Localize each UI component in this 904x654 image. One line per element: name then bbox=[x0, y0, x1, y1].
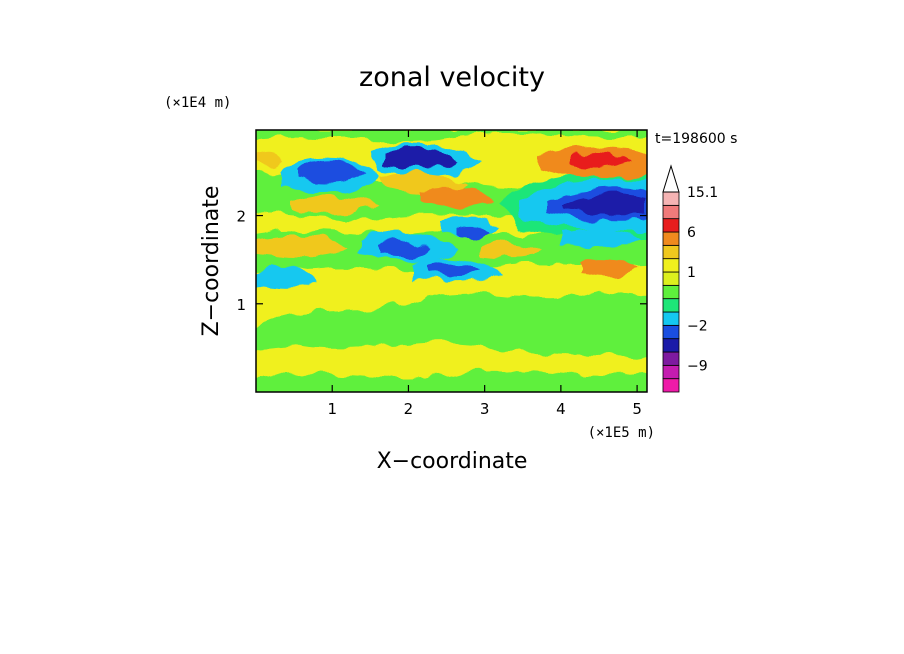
field-region bbox=[256, 152, 285, 166]
field-region bbox=[420, 186, 495, 209]
chart-title: zonal velocity bbox=[359, 62, 545, 93]
x-tick-label: 5 bbox=[632, 400, 642, 418]
colorbar-swatch bbox=[662, 338, 680, 353]
y-scale-label: (×1E4 m) bbox=[164, 95, 231, 111]
colorbar-swatch bbox=[662, 218, 680, 233]
colorbar-swatch bbox=[662, 311, 680, 326]
y-tick-label: 2 bbox=[236, 208, 246, 226]
velocity-field bbox=[256, 130, 647, 392]
colorbar-swatch bbox=[662, 324, 680, 340]
field-region bbox=[256, 130, 647, 142]
x-tick-label: 2 bbox=[404, 400, 414, 418]
colorbar-label: 15.1 bbox=[687, 185, 718, 201]
colorbar-label: −9 bbox=[687, 358, 708, 374]
x-axis-label: X−coordinate bbox=[377, 449, 528, 474]
y-axis: 12 bbox=[236, 208, 647, 314]
colorbar-extend-arrow bbox=[662, 164, 680, 193]
field-region bbox=[560, 228, 640, 247]
x-tick-label: 1 bbox=[327, 400, 337, 418]
colorbar-swatch bbox=[662, 244, 680, 260]
colorbar-swatch bbox=[662, 258, 680, 273]
colorbar-swatch bbox=[662, 364, 680, 380]
colorbar-swatch bbox=[662, 378, 680, 393]
x-axis: 1 2 3 4 5 bbox=[327, 130, 642, 418]
field-region bbox=[256, 369, 647, 392]
colorbar-label: 6 bbox=[687, 225, 696, 241]
colorbar-swatch bbox=[662, 351, 680, 366]
field-region bbox=[290, 195, 380, 214]
y-axis-label: Z−coordinate bbox=[199, 186, 224, 337]
colorbar-swatch bbox=[662, 298, 680, 313]
field-region bbox=[256, 235, 350, 257]
plot-frame bbox=[255, 129, 648, 393]
field-region bbox=[256, 290, 647, 359]
colorbar-swatch bbox=[662, 284, 680, 300]
time-label: t=198600 s bbox=[655, 131, 737, 147]
field-region bbox=[456, 225, 490, 236]
colorbar-label: 1 bbox=[687, 265, 696, 281]
colorbar-swatch bbox=[662, 191, 680, 206]
colorbar-swatch bbox=[662, 231, 680, 246]
field-region bbox=[256, 266, 320, 289]
field-region bbox=[565, 194, 645, 215]
x-tick-label: 3 bbox=[480, 400, 490, 418]
y-tick-label: 1 bbox=[236, 296, 246, 314]
field-region bbox=[428, 262, 482, 278]
field-region bbox=[384, 146, 458, 169]
field-region bbox=[378, 240, 432, 257]
colorbar: 15.1 6 1 −2 −9 bbox=[662, 164, 718, 393]
x-scale-label: (×1E5 m) bbox=[588, 425, 655, 441]
colorbar-swatch bbox=[662, 204, 680, 220]
field-region bbox=[300, 159, 365, 182]
x-tick-label: 4 bbox=[556, 400, 566, 418]
field-region bbox=[580, 258, 640, 276]
field-region bbox=[570, 152, 630, 167]
colorbar-label: −2 bbox=[687, 318, 708, 334]
field-region bbox=[480, 242, 545, 258]
colorbar-swatch bbox=[662, 271, 680, 286]
